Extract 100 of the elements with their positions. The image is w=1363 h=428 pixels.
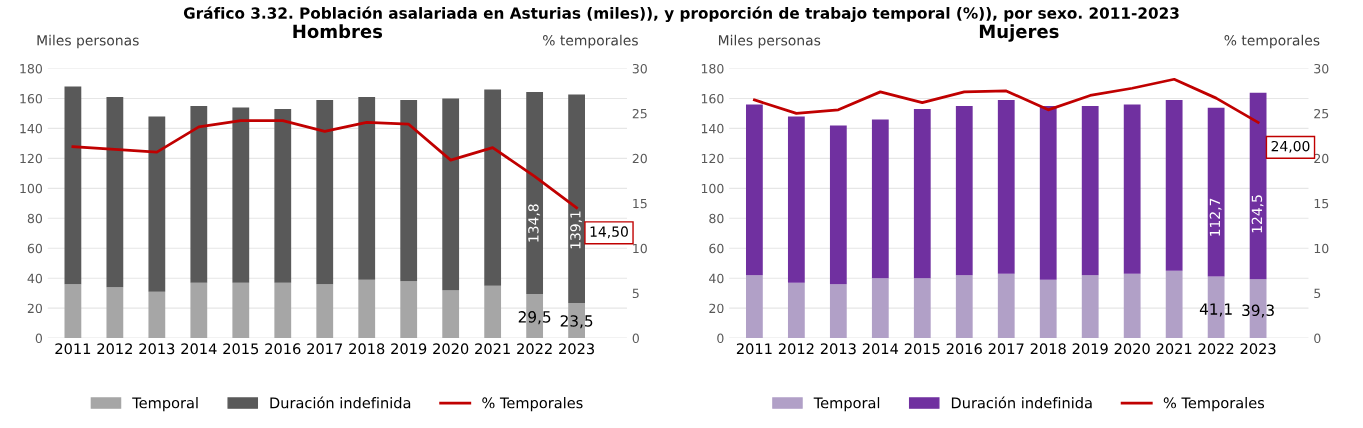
bar (148, 116, 166, 292)
y2-axis-title: % temporales (543, 34, 638, 49)
bar (746, 275, 763, 339)
y2-tick-label: 5 (1314, 288, 1321, 299)
x-tick-label: 2016 (946, 343, 982, 355)
y2-tick-label: 15 (633, 198, 647, 209)
x-tick-label: 2020 (1114, 343, 1150, 355)
x-tick-label: 2012 (97, 343, 132, 355)
data-label: 124,5 (1251, 195, 1264, 233)
y-tick-label: 20 (709, 303, 724, 314)
y-tick-label: 60 (27, 243, 43, 254)
bar (787, 282, 805, 339)
x-tick-label: 2020 (433, 343, 469, 355)
x-tick-label: 2019 (1072, 343, 1108, 355)
y2-tick-label: 30 (632, 63, 647, 74)
x-tick-label: 2018 (349, 343, 385, 355)
y-tick-label: 180 (701, 63, 724, 74)
x-tick-label: 2011 (736, 343, 772, 355)
line-series (753, 77, 1260, 124)
y-tick-label: 140 (20, 123, 43, 134)
bar (913, 278, 931, 339)
legend-label: % Temporales (1163, 397, 1265, 412)
x-tick-label: 2021 (1156, 343, 1192, 355)
bar (148, 291, 166, 339)
bar (190, 105, 208, 283)
x-tick-label: 2015 (223, 343, 259, 355)
bar (484, 285, 502, 339)
bar (1165, 99, 1183, 271)
bar (997, 99, 1015, 274)
x-tick-label: 2022 (1198, 343, 1234, 355)
bar (955, 105, 973, 276)
legend-label: Temporal (813, 397, 880, 412)
bar (1039, 279, 1057, 339)
y2-tick-label: 20 (632, 153, 647, 164)
bar (442, 98, 460, 291)
bar (1081, 275, 1099, 339)
y2-tick-label: 20 (1314, 153, 1329, 164)
x-tick-label: 2019 (391, 343, 427, 355)
chart-title: Mujeres (979, 24, 1059, 42)
bar (232, 282, 250, 339)
y-tick-label: 40 (27, 273, 43, 284)
x-tick-label: 2012 (778, 343, 814, 355)
y-axis-title: Miles personas (37, 34, 139, 49)
bar (400, 281, 418, 339)
data-label: 39,3 (1242, 304, 1274, 318)
bar (913, 108, 931, 279)
x-tick-label: 2017 (307, 343, 343, 355)
bar (232, 107, 250, 283)
y-tick-label: 80 (709, 213, 724, 224)
y2-tick-label: 10 (633, 243, 647, 254)
bar (746, 104, 763, 276)
legend-label: Duración indefinida (951, 396, 1092, 409)
legend-label: % Temporales (482, 397, 583, 412)
data-label: 139,1 (570, 211, 583, 249)
y-tick-label: 160 (20, 93, 43, 104)
data-label: 23,5 (560, 315, 593, 329)
bar (1039, 105, 1057, 280)
bar (106, 287, 124, 339)
bar (1165, 270, 1183, 339)
y-tick-label: 140 (701, 123, 724, 134)
y2-tick-label: 10 (1314, 243, 1329, 254)
x-tick-label: 2013 (820, 343, 856, 355)
bar (358, 96, 376, 280)
bar (442, 290, 460, 339)
y-tick-label: 0 (717, 333, 724, 344)
bar (274, 108, 292, 283)
bar (1123, 104, 1141, 274)
y-tick-label: 120 (20, 153, 43, 164)
bar (106, 96, 124, 288)
y-tick-label: 80 (27, 213, 43, 224)
text: Gráfico 3.32. Población asalariada en Asturias (miles)), y proporción de trabajo temporal (%)), por sexo. 2011-2023 (183, 6, 1179, 22)
bar (358, 279, 376, 339)
x-tick-label: 2013 (139, 343, 175, 355)
bar (64, 86, 82, 285)
bar (274, 282, 292, 339)
y2-tick-label: 30 (1314, 63, 1329, 74)
y2-tick-label: 5 (632, 288, 639, 299)
x-tick-label: 2022 (517, 343, 552, 355)
y2-tick-label: 25 (1314, 108, 1329, 119)
bar (997, 273, 1015, 339)
y-axis-title: Miles personas (718, 34, 821, 49)
y2-tick-label: 0 (632, 333, 639, 344)
x-tick-label: 2018 (1030, 343, 1066, 355)
x-tick-label: 2023 (1240, 343, 1276, 355)
data-label: 14,50 (590, 226, 628, 239)
x-tick-label: 2014 (862, 343, 899, 355)
bar (871, 119, 889, 279)
data-label: 24,00 (1271, 140, 1310, 153)
y2-tick-label: 15 (1314, 198, 1329, 209)
y-tick-label: 20 (27, 303, 43, 314)
y2-tick-label: 0 (1314, 333, 1321, 344)
bar (526, 92, 544, 294)
bar (1123, 273, 1141, 339)
y-tick-label: 120 (701, 153, 724, 164)
data-label: 29,5 (518, 311, 551, 325)
bar (871, 278, 889, 339)
bar (568, 94, 585, 303)
bar (400, 99, 418, 282)
bar (316, 99, 334, 285)
chart-title: Hombres (293, 24, 383, 39)
